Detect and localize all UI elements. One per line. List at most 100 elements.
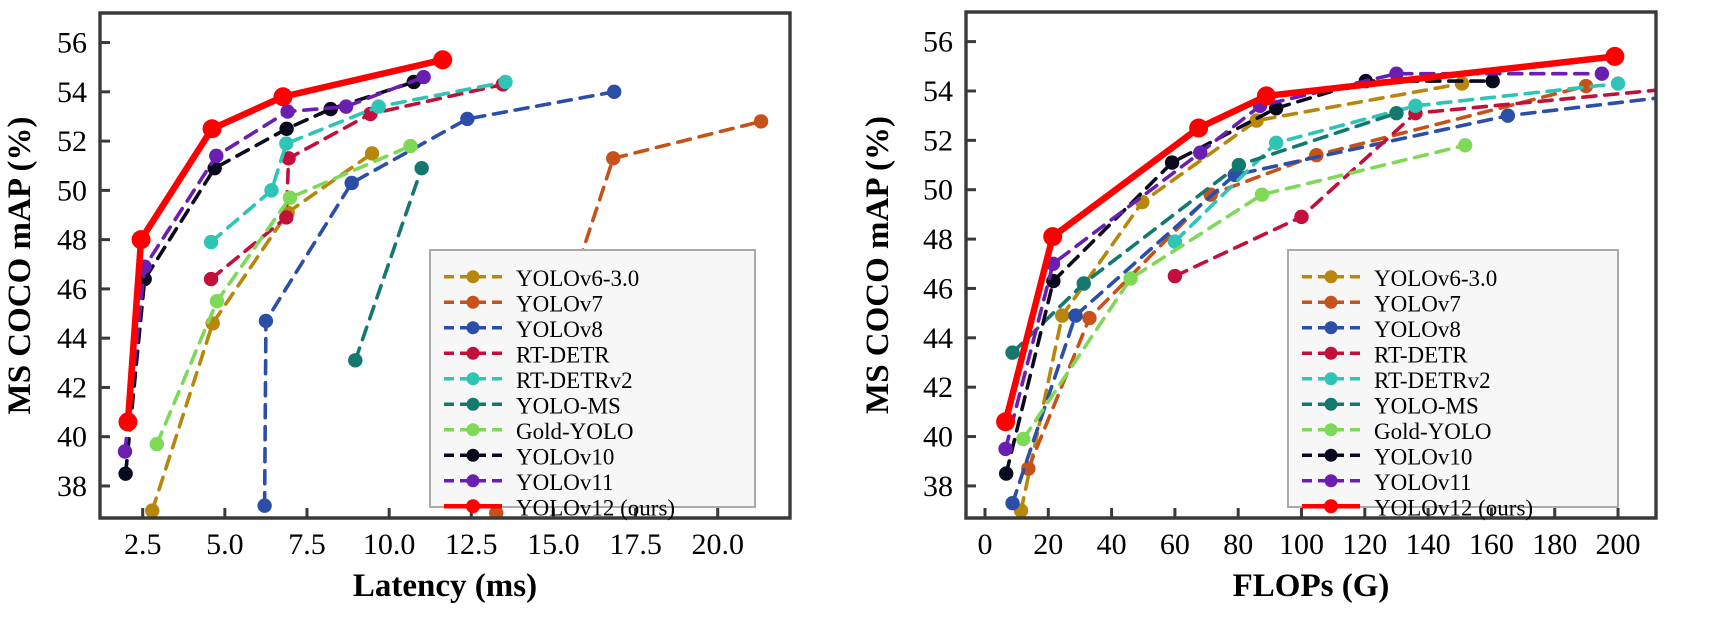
series-line-yolov6-3-0 [150, 151, 374, 513]
data-point-yolov8-1 [258, 313, 274, 329]
data-point-yolov6-3-0-0 [145, 503, 160, 518]
x-tick-label-1: 5.0 [206, 528, 244, 561]
legend-swatch-marker-6 [1324, 423, 1338, 437]
legend-swatch-marker-6 [466, 423, 480, 437]
y-tick-label-1: 40 [923, 421, 953, 454]
data-point-gold-yolo-0 [1016, 431, 1031, 447]
data-point-rt-detrv2-3 [371, 99, 386, 114]
x-tick-label-8: 160 [1469, 528, 1514, 561]
y-tick-label-8: 54 [57, 76, 87, 109]
y-tick-label-3: 44 [57, 322, 87, 355]
data-point-gold-yolo-2 [1254, 187, 1270, 202]
x-tick-label-9: 180 [1532, 528, 1577, 561]
legend-label-6: Gold-YOLO [1374, 419, 1492, 444]
y-tick-label-4: 46 [57, 273, 87, 306]
data-point-yolov7-1 [606, 151, 621, 166]
x-tick-label-5: 100 [1279, 528, 1324, 561]
data-point-yolov8-2 [344, 175, 359, 191]
x-tick-label-3: 60 [1160, 528, 1190, 561]
y-tick-label-1: 40 [57, 421, 87, 454]
data-point-rt-detrv2-0 [203, 234, 219, 250]
latency-chart-panel: 2.5 5.0 7.5 10.0 12.5 15.0 17.5 20.0 38 40 42 44 46 4… [2, 11, 792, 604]
data-point-yolov7-0 [489, 505, 504, 518]
data-point-yolov12-ours--0 [996, 412, 1016, 432]
data-point-yolov8-3 [1500, 108, 1516, 123]
data-point-yolov10-3 [279, 121, 294, 136]
x-tick-label-4: 80 [1223, 528, 1253, 561]
y-tick-label-7: 52 [923, 124, 953, 157]
data-point-yolo-ms-2 [1231, 157, 1247, 173]
latency-legend: YOLOv6-3.0YOLOv7YOLOv8RT-DETRRT-DETRv2YO… [429, 249, 756, 520]
legend-swatch-marker-9 [1324, 499, 1338, 514]
x-tick-label-0: 2.5 [124, 528, 162, 561]
data-point-yolo-ms-1 [1076, 276, 1091, 291]
legend-swatch-marker-8 [466, 474, 480, 488]
legend-label-8: YOLOv11 [1374, 470, 1472, 495]
y-tick-label-3: 44 [923, 322, 953, 355]
data-point-gold-yolo-1 [209, 294, 225, 309]
data-point-rt-detr-0 [1167, 268, 1183, 284]
series-line-yolov8 [262, 90, 617, 508]
data-point-yolov12-ours--0 [118, 412, 138, 432]
legend-label-5: YOLO-MS [1374, 393, 1479, 418]
data-point-yolov10-5 [1485, 73, 1500, 89]
y-tick-label-2: 42 [57, 371, 87, 404]
legend-label-2: YOLOv8 [1374, 317, 1461, 342]
x-tick-label-2: 7.5 [288, 528, 326, 561]
y-tick-label-0: 38 [57, 470, 87, 503]
flops-series-group [996, 46, 1656, 518]
flops-xaxis-title: FLOPs (G) [1233, 568, 1390, 604]
flops-svg: 0 20 40 60 80 100 120 140 160 180 200 38 40 42 44 46 48 5… [860, 10, 1658, 604]
data-point-yolo-ms-1 [414, 161, 429, 176]
y-tick-label-7: 52 [57, 125, 87, 158]
data-point-rt-detrv2-3 [1610, 76, 1626, 91]
legend-swatch-marker-5 [1324, 397, 1338, 411]
data-point-rt-detr-0 [203, 271, 219, 287]
data-point-rt-detr-1 [1294, 209, 1309, 225]
legend-swatch-marker-4 [1324, 372, 1338, 386]
y-tick-label-2: 42 [923, 371, 953, 404]
legend-swatch-marker-5 [466, 397, 480, 411]
data-point-yolov6-3-0-3 [364, 146, 380, 161]
latency-axis-frame [98, 11, 792, 520]
y-tick-label-6: 50 [57, 174, 87, 207]
series-line-rt-detr [1173, 88, 1656, 278]
data-point-rt-detrv2-2 [279, 136, 294, 151]
data-point-yolov12-ours--1 [131, 230, 151, 250]
legend-swatch-marker-0 [466, 270, 480, 284]
data-point-yolov7-3 [1309, 147, 1324, 163]
y-tick-label-4: 46 [923, 272, 953, 305]
legend-label-2: YOLOv8 [516, 317, 603, 342]
data-point-yolov12-ours--4 [1605, 46, 1625, 66]
series-line-gold-yolo [155, 144, 413, 446]
latency-svg: 2.5 5.0 7.5 10.0 12.5 15.0 17.5 20.0 38 40 42 44 46 4… [2, 11, 792, 604]
series-line-yolov11 [1003, 71, 1604, 451]
data-point-yolov11-2 [1193, 145, 1208, 160]
y-tick-label-0: 38 [923, 470, 953, 503]
legend-label-0: YOLOv6-3.0 [516, 266, 639, 291]
data-point-rt-detrv2-1 [1268, 135, 1284, 151]
data-point-yolov8-0 [257, 498, 272, 513]
series-line-gold-yolo [1021, 143, 1467, 441]
y-tick-label-9: 56 [923, 26, 953, 59]
legend-label-7: YOLOv10 [1374, 444, 1472, 469]
data-point-yolov11-2 [209, 148, 224, 164]
data-point-yolov11-0 [117, 444, 133, 459]
data-point-yolov7-4 [1578, 78, 1594, 94]
data-point-yolo-ms-0 [1005, 345, 1020, 360]
data-point-yolo-ms-3 [1389, 106, 1404, 121]
data-point-yolov11-4 [1389, 66, 1404, 81]
data-point-yolov10-0 [118, 466, 133, 481]
data-point-yolov11-5 [416, 69, 431, 85]
legend-label-1: YOLOv7 [1374, 291, 1461, 316]
data-point-yolov12-ours--1 [1043, 227, 1063, 247]
y-tick-label-8: 54 [923, 75, 953, 108]
legend-swatch-marker-1 [1324, 295, 1338, 309]
legend-label-1: YOLOv7 [516, 291, 603, 316]
legend-swatch-marker-2 [466, 321, 480, 335]
legend-swatch-marker-3 [466, 346, 480, 360]
data-point-rt-detrv2-1 [264, 183, 279, 198]
series-line-yolo-ms [353, 166, 424, 363]
legend-swatch-marker-4 [466, 372, 480, 386]
